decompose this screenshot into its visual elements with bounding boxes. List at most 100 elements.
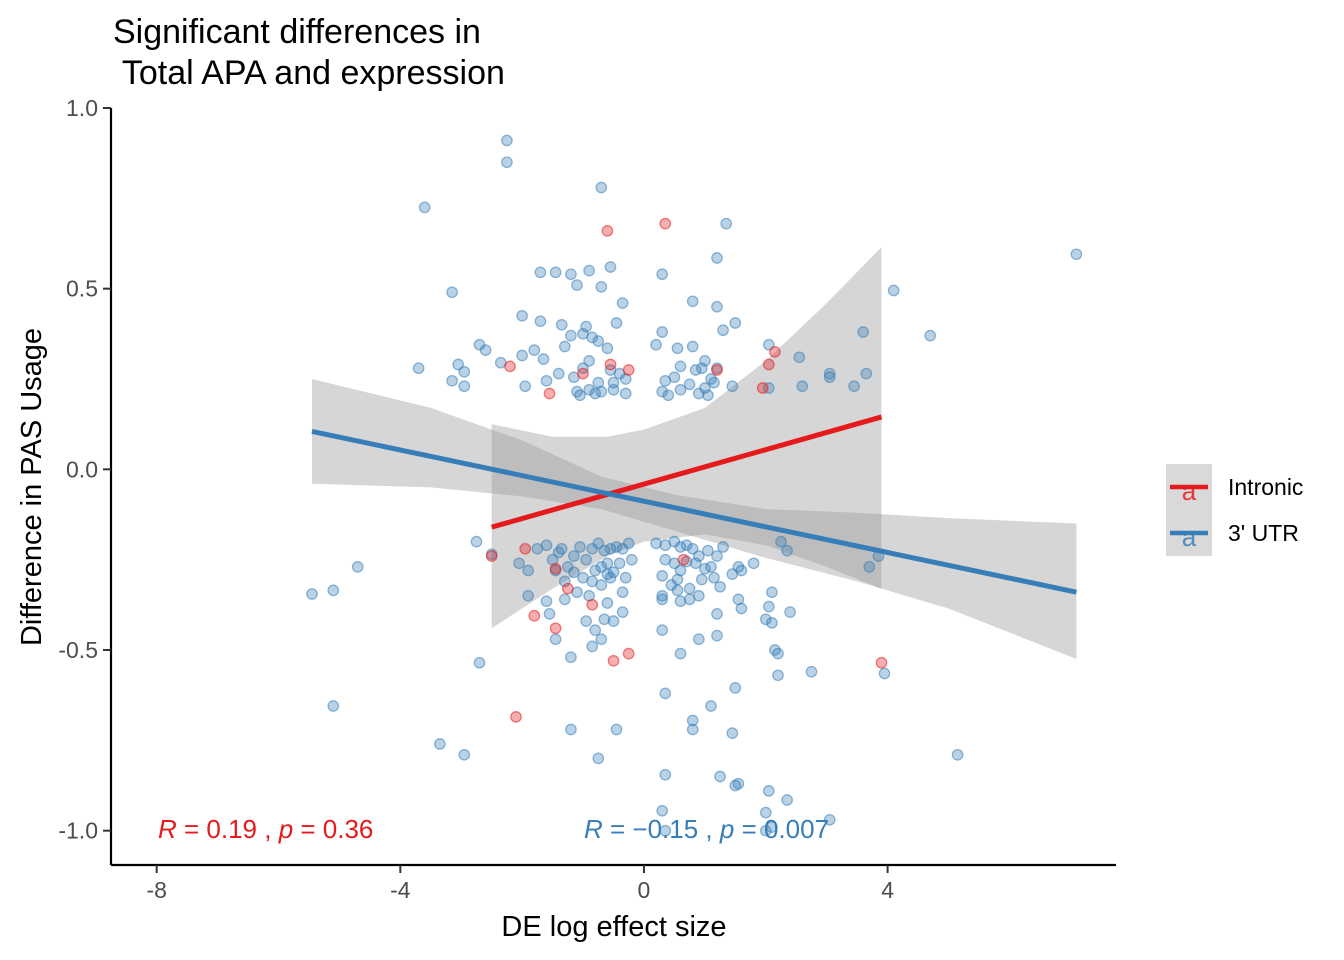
data-point — [540, 374, 553, 387]
data-point — [674, 595, 687, 608]
data-point — [306, 588, 318, 600]
data-point — [711, 252, 723, 264]
data-point — [656, 385, 669, 398]
data-point — [610, 317, 623, 329]
data-point — [772, 669, 784, 682]
data-point — [747, 557, 760, 570]
data-point — [583, 383, 595, 396]
data-point — [516, 349, 528, 362]
data-point — [729, 682, 742, 694]
legend: a Intronic a 3' UTR — [1166, 464, 1303, 556]
data-point — [601, 342, 614, 355]
data-point — [951, 748, 964, 761]
data-point — [781, 544, 793, 557]
data-point — [766, 586, 778, 599]
data-point — [601, 225, 614, 237]
data-point — [577, 367, 589, 380]
data-point — [717, 541, 729, 553]
data-point — [772, 647, 784, 660]
data-point — [1070, 248, 1083, 261]
data-point — [565, 329, 577, 342]
data-point — [470, 535, 483, 548]
data-point — [656, 624, 669, 636]
data-point — [513, 557, 525, 570]
data-point — [351, 561, 364, 573]
data-point — [537, 353, 550, 365]
data-point — [607, 615, 620, 627]
data-point — [924, 329, 937, 342]
data-point — [485, 550, 498, 562]
data-point — [686, 723, 699, 736]
data-point — [327, 584, 340, 597]
data-point — [528, 609, 541, 622]
data-point — [775, 535, 787, 548]
data-point — [583, 355, 595, 367]
data-point — [452, 358, 465, 371]
y-tick-label: 0.0 — [66, 456, 98, 482]
x-tick-label: -4 — [390, 877, 411, 903]
data-point — [458, 365, 471, 378]
data-point — [622, 364, 635, 376]
data-point — [875, 656, 888, 669]
data-point — [711, 550, 723, 562]
data-point — [601, 597, 614, 609]
data-point — [625, 553, 638, 566]
chart-title-line-1: Significant differences in — [113, 13, 481, 51]
data-point — [528, 344, 541, 356]
data-point — [677, 553, 690, 566]
data-point — [683, 378, 696, 391]
data-point — [616, 297, 629, 309]
y-axis-ticks: -1.0 -0.5 0.0 0.5 1.0 — [58, 95, 111, 844]
data-point — [446, 286, 458, 299]
data-point — [784, 606, 796, 618]
axes: -8 -4 0 4 -1.0 -0.5 0.0 0.5 1.0 — [58, 95, 1116, 903]
data-point — [434, 738, 446, 750]
data-point — [549, 562, 562, 575]
data-point — [769, 346, 781, 358]
data-point — [510, 711, 522, 723]
data-point — [656, 593, 669, 606]
x-axis-label: DE log effect size — [501, 911, 726, 943]
data-point — [689, 557, 702, 570]
data-point — [580, 553, 592, 566]
data-point — [766, 821, 778, 833]
data-point — [504, 360, 516, 373]
data-point — [473, 656, 486, 669]
y-tick-label: 1.0 — [66, 95, 98, 121]
data-point — [735, 564, 748, 577]
data-point — [616, 606, 629, 618]
data-point — [534, 315, 547, 328]
data-point — [561, 582, 574, 595]
data-point — [534, 266, 547, 279]
data-point — [586, 598, 599, 611]
data-point — [622, 647, 635, 660]
data-point — [540, 595, 553, 608]
y-tick-label: 0.5 — [66, 276, 98, 302]
data-point — [729, 779, 742, 792]
data-point — [549, 633, 562, 646]
data-point — [659, 824, 672, 837]
data-point — [604, 571, 617, 584]
data-point — [555, 318, 568, 331]
legend-label: Intronic — [1228, 474, 1303, 500]
data-point — [327, 700, 340, 712]
data-point — [762, 358, 775, 371]
data-point — [613, 557, 626, 570]
trend-line — [491, 414, 883, 530]
x-tick-label: 4 — [881, 877, 894, 903]
data-point — [622, 537, 635, 550]
data-point — [689, 364, 702, 376]
y-tick-label: -1.0 — [58, 818, 98, 844]
data-point — [619, 571, 632, 584]
data-point — [863, 561, 876, 573]
data-point — [418, 201, 431, 214]
data-point — [708, 376, 720, 389]
data-point — [781, 794, 793, 806]
data-point — [720, 217, 733, 230]
data-point — [616, 586, 629, 599]
data-point — [583, 264, 595, 277]
data-point — [711, 300, 723, 313]
x-tick-label: 0 — [638, 877, 651, 903]
data-point — [671, 584, 684, 597]
data-point — [823, 813, 836, 826]
